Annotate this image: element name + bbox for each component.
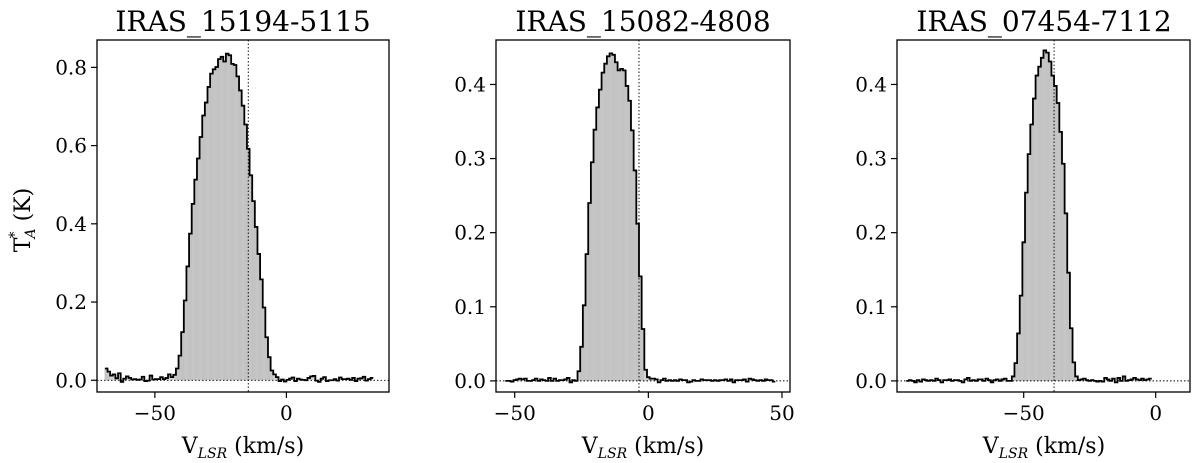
y-tick-label: 0.2 <box>55 290 87 314</box>
x-tick-label: 50 <box>769 401 794 425</box>
y-tick-label: 0.1 <box>855 295 887 319</box>
y-tick-label: 0.2 <box>454 221 486 245</box>
x-tick-label: −50 <box>1003 401 1045 425</box>
x-tick-label: 0 <box>642 401 655 425</box>
panel-title: IRAS_07454-7112 <box>916 5 1171 38</box>
y-tick-label: 0.0 <box>454 369 486 393</box>
panel-title: IRAS_15194-5115 <box>115 5 370 38</box>
spectrum-line <box>104 52 374 383</box>
spectrum-line <box>906 49 1152 384</box>
plot-area: 0.0 0.1 0.2 0.3 0.4 −50 0 50 <box>454 39 795 425</box>
spectrum-fill <box>513 53 773 381</box>
x-tick-label: 0 <box>1149 401 1162 425</box>
axes-frame <box>495 39 791 393</box>
y-tick-label: 0.4 <box>55 212 87 236</box>
y-tick-label: 0.3 <box>855 147 887 171</box>
axes-frame <box>896 39 1191 393</box>
spectrum-line <box>505 52 776 384</box>
x-axis-label: VLSR (km/s) <box>181 434 304 462</box>
y-tick-label: 0.4 <box>855 72 887 96</box>
y-tick-label: 0.8 <box>55 55 87 79</box>
axes-frame <box>96 39 390 393</box>
plot-area: 0.0 0.1 0.2 0.3 0.4 −50 0 <box>855 39 1191 425</box>
y-tick-label: 0.1 <box>454 295 486 319</box>
y-tick-label: 0.4 <box>454 72 486 96</box>
y-tick-label: 0.0 <box>855 369 887 393</box>
x-axis-label: VLSR (km/s) <box>982 434 1105 462</box>
plot-area: 0.0 0.2 0.4 0.6 0.8 −50 0 <box>55 39 390 425</box>
y-tick-label: 0.0 <box>55 368 87 392</box>
y-tick-label: 0.3 <box>454 147 486 171</box>
panel-title: IRAS_15082-4808 <box>515 5 770 38</box>
panel-iras-15082-4808: IRAS_15082-4808 0.0 0.1 0.2 0.3 0.4 −50 0 50 VL… <box>454 5 795 462</box>
panel-iras-07454-7112: IRAS_07454-7112 0.0 0.1 0.2 0.3 0.4 −50 0 VLSR… <box>855 5 1191 462</box>
x-tick-label: −50 <box>134 401 176 425</box>
x-tick-label: 0 <box>280 401 293 425</box>
panel-iras-15194-5115: IRAS_15194-5115 0.0 0.2 0.4 0.6 0.8 −50 0 VLSR… <box>55 5 390 462</box>
x-axis-label: VLSR (km/s) <box>581 434 704 462</box>
y-tick-label: 0.2 <box>855 221 887 245</box>
y-tick-label: 0.6 <box>55 134 87 158</box>
y-axis-label: T*A (K) <box>7 188 39 252</box>
x-tick-label: −50 <box>494 401 536 425</box>
